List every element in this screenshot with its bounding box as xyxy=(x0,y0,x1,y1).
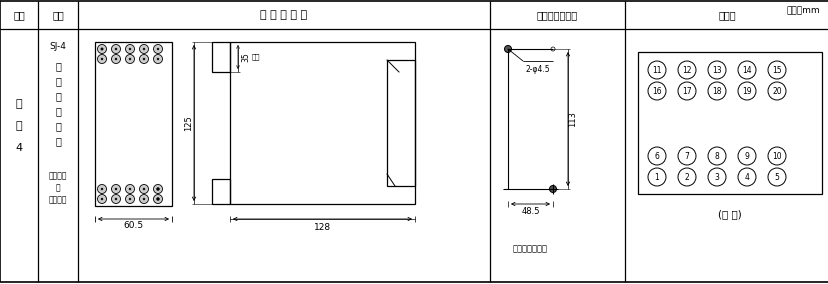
Text: 48.5: 48.5 xyxy=(521,206,539,216)
Circle shape xyxy=(129,198,131,200)
Text: 接: 接 xyxy=(55,121,61,131)
Text: 18: 18 xyxy=(711,87,721,95)
Circle shape xyxy=(98,195,106,204)
Bar xyxy=(212,179,229,204)
Text: 1: 1 xyxy=(654,172,658,181)
Circle shape xyxy=(504,45,511,53)
Circle shape xyxy=(125,195,134,204)
Bar xyxy=(95,42,171,206)
Circle shape xyxy=(139,195,148,204)
Circle shape xyxy=(156,197,159,201)
Circle shape xyxy=(142,188,145,190)
Text: SJ-4: SJ-4 xyxy=(50,41,66,51)
Circle shape xyxy=(115,48,117,50)
Circle shape xyxy=(549,185,556,193)
Text: 外 形 尺 寸 图: 外 形 尺 寸 图 xyxy=(260,10,307,20)
Text: 125: 125 xyxy=(185,115,193,131)
Text: 5: 5 xyxy=(773,172,778,181)
Text: 螺钉安装: 螺钉安装 xyxy=(49,195,67,204)
Circle shape xyxy=(111,55,120,64)
Text: 15: 15 xyxy=(771,66,781,74)
Text: 7: 7 xyxy=(684,151,689,160)
Text: 35: 35 xyxy=(241,52,250,62)
Text: 20: 20 xyxy=(771,87,781,95)
Text: 6: 6 xyxy=(654,151,658,160)
Circle shape xyxy=(98,45,106,53)
Circle shape xyxy=(551,47,554,51)
Circle shape xyxy=(101,198,103,200)
Text: 16: 16 xyxy=(652,87,661,95)
Circle shape xyxy=(142,198,145,200)
Text: 或: 或 xyxy=(55,183,60,193)
Circle shape xyxy=(101,48,103,50)
Text: 单位：mm: 单位：mm xyxy=(786,6,819,15)
Circle shape xyxy=(115,198,117,200)
Text: 60.5: 60.5 xyxy=(123,222,143,231)
Text: 螺钉安装开孔图: 螺钉安装开孔图 xyxy=(513,245,547,254)
Circle shape xyxy=(98,185,106,193)
Text: 9: 9 xyxy=(744,151,749,160)
Circle shape xyxy=(129,188,131,190)
Circle shape xyxy=(142,58,145,60)
Circle shape xyxy=(153,195,162,204)
Text: 4: 4 xyxy=(16,143,22,153)
Circle shape xyxy=(111,185,120,193)
Text: 图号: 图号 xyxy=(13,10,25,20)
Text: 17: 17 xyxy=(681,87,691,95)
Text: 出: 出 xyxy=(55,76,61,86)
Text: 14: 14 xyxy=(741,66,751,74)
Text: 12: 12 xyxy=(681,66,691,74)
Circle shape xyxy=(156,48,159,50)
Text: 113: 113 xyxy=(568,111,577,127)
Text: 图: 图 xyxy=(16,121,22,131)
Circle shape xyxy=(139,55,148,64)
Circle shape xyxy=(125,55,134,64)
Circle shape xyxy=(125,185,134,193)
Circle shape xyxy=(139,185,148,193)
Text: 11: 11 xyxy=(652,66,661,74)
Text: 13: 13 xyxy=(711,66,721,74)
Circle shape xyxy=(129,48,131,50)
Circle shape xyxy=(115,58,117,60)
Bar xyxy=(638,52,821,194)
Circle shape xyxy=(111,195,120,204)
Circle shape xyxy=(142,48,145,50)
Text: (正 视): (正 视) xyxy=(717,209,741,219)
Text: 附: 附 xyxy=(16,99,22,109)
Circle shape xyxy=(125,45,134,53)
Text: 式: 式 xyxy=(55,91,61,101)
Text: 端子图: 端子图 xyxy=(717,10,735,20)
Bar xyxy=(229,42,415,204)
Text: 8: 8 xyxy=(714,151,719,160)
Circle shape xyxy=(156,58,159,60)
Text: 卡轨安装: 卡轨安装 xyxy=(49,172,67,181)
Circle shape xyxy=(153,55,162,64)
Text: 2: 2 xyxy=(684,172,689,181)
Circle shape xyxy=(156,187,159,191)
Text: 128: 128 xyxy=(314,222,330,231)
Circle shape xyxy=(153,45,162,53)
Text: 19: 19 xyxy=(741,87,751,95)
Circle shape xyxy=(101,58,103,60)
Text: 凸: 凸 xyxy=(55,61,61,71)
Text: 2-φ4.5: 2-φ4.5 xyxy=(525,65,550,74)
Text: 卡槽: 卡槽 xyxy=(252,54,260,60)
Circle shape xyxy=(101,188,103,190)
Circle shape xyxy=(153,185,162,193)
Bar xyxy=(212,42,229,72)
Circle shape xyxy=(129,58,131,60)
Bar xyxy=(387,60,415,186)
Circle shape xyxy=(115,188,117,190)
Text: 安装开孔尺寸图: 安装开孔尺寸图 xyxy=(536,10,577,20)
Text: 线: 线 xyxy=(55,136,61,146)
Text: 3: 3 xyxy=(714,172,719,181)
Text: 10: 10 xyxy=(771,151,781,160)
Text: 4: 4 xyxy=(744,172,749,181)
Circle shape xyxy=(111,45,120,53)
Circle shape xyxy=(139,45,148,53)
Circle shape xyxy=(98,55,106,64)
Text: 前: 前 xyxy=(55,106,61,116)
Text: 结构: 结构 xyxy=(52,10,64,20)
